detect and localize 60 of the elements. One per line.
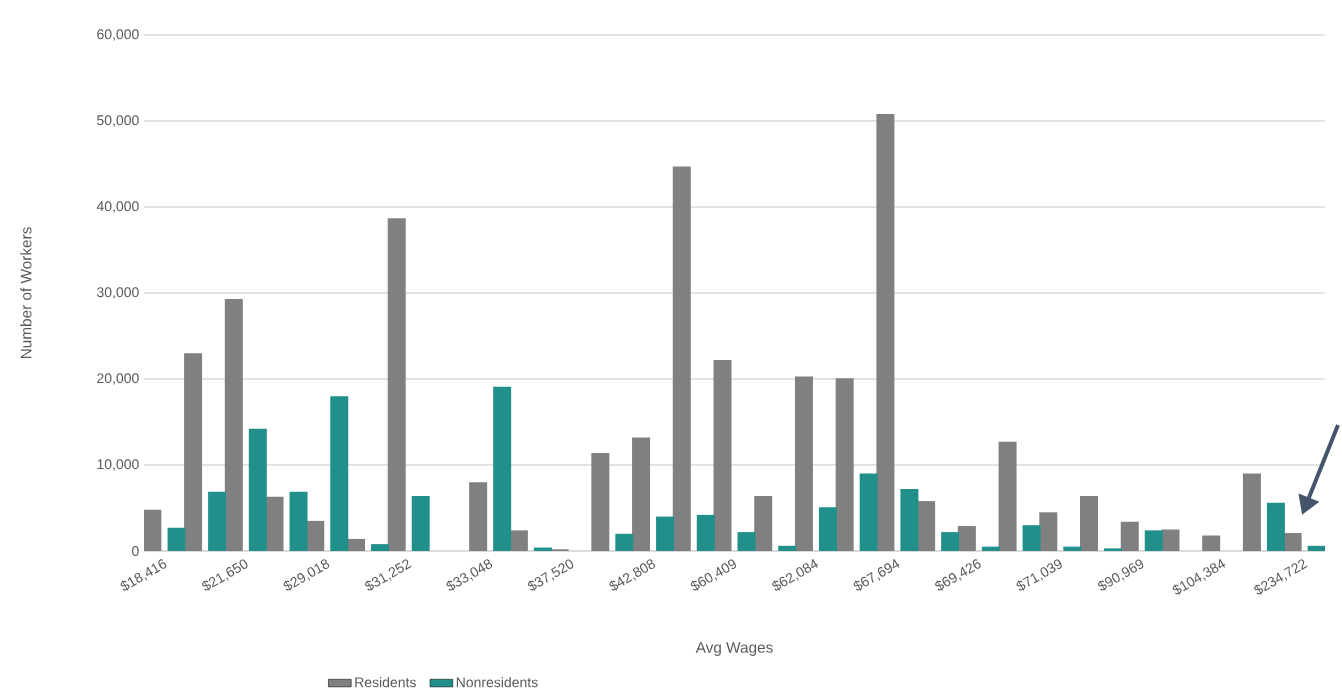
bar: [696, 514, 715, 551]
bar: [713, 360, 732, 551]
bar: [330, 396, 349, 551]
bar: [998, 441, 1017, 551]
bar: [672, 166, 691, 551]
bar: [1144, 530, 1163, 551]
legend-label: Nonresidents: [456, 677, 538, 688]
y-tick-label: 40,000: [96, 201, 139, 213]
bar: [737, 532, 756, 551]
bar: [289, 491, 308, 551]
bar: [1283, 532, 1302, 551]
bar: [387, 218, 406, 551]
bar: [941, 532, 960, 551]
bar: [754, 495, 773, 551]
bar: [981, 546, 1000, 551]
y-tick-label: 20,000: [97, 373, 139, 385]
bar: [184, 353, 203, 551]
bar: [1104, 548, 1123, 551]
bar: [493, 386, 512, 551]
bar: [900, 489, 919, 551]
y-tick-label: 30,000: [97, 287, 139, 299]
bar: [1202, 535, 1221, 551]
bar: [469, 482, 488, 551]
bar: [1307, 545, 1325, 551]
bar: [778, 545, 797, 551]
bar: [859, 473, 878, 551]
bar: [1266, 502, 1285, 551]
y-axis-title: Number of Workers: [20, 227, 32, 359]
bar: [1120, 521, 1139, 551]
y-tick-label: 0: [132, 546, 139, 556]
bar: [411, 495, 430, 551]
bar: [144, 509, 162, 551]
y-tick-label: 50,000: [97, 115, 139, 127]
bar: [876, 114, 895, 551]
bar: [835, 378, 854, 551]
bar: [615, 533, 634, 551]
bar: [957, 526, 976, 551]
bar: [370, 544, 389, 551]
bar: [167, 527, 186, 551]
bar: [1063, 546, 1082, 551]
bar: [1242, 473, 1261, 551]
bar: [509, 530, 528, 551]
bar: [1022, 525, 1041, 551]
bar: [1039, 512, 1058, 551]
bar: [248, 428, 267, 551]
bar: [346, 538, 365, 551]
bar: [591, 452, 610, 551]
bar: [917, 501, 936, 551]
y-tick-label: 60,000: [97, 29, 139, 41]
bar: [818, 507, 837, 551]
x-axis-title: Avg Wages: [695, 642, 773, 656]
bar: [208, 491, 227, 551]
bar: [1080, 495, 1099, 551]
bar: [224, 299, 243, 551]
y-tick-label: 10,000: [97, 459, 139, 471]
bar: [265, 496, 284, 551]
bar: [632, 437, 651, 551]
bar: [656, 516, 675, 551]
legend-label: Residents: [355, 677, 416, 688]
bar: [794, 376, 813, 551]
